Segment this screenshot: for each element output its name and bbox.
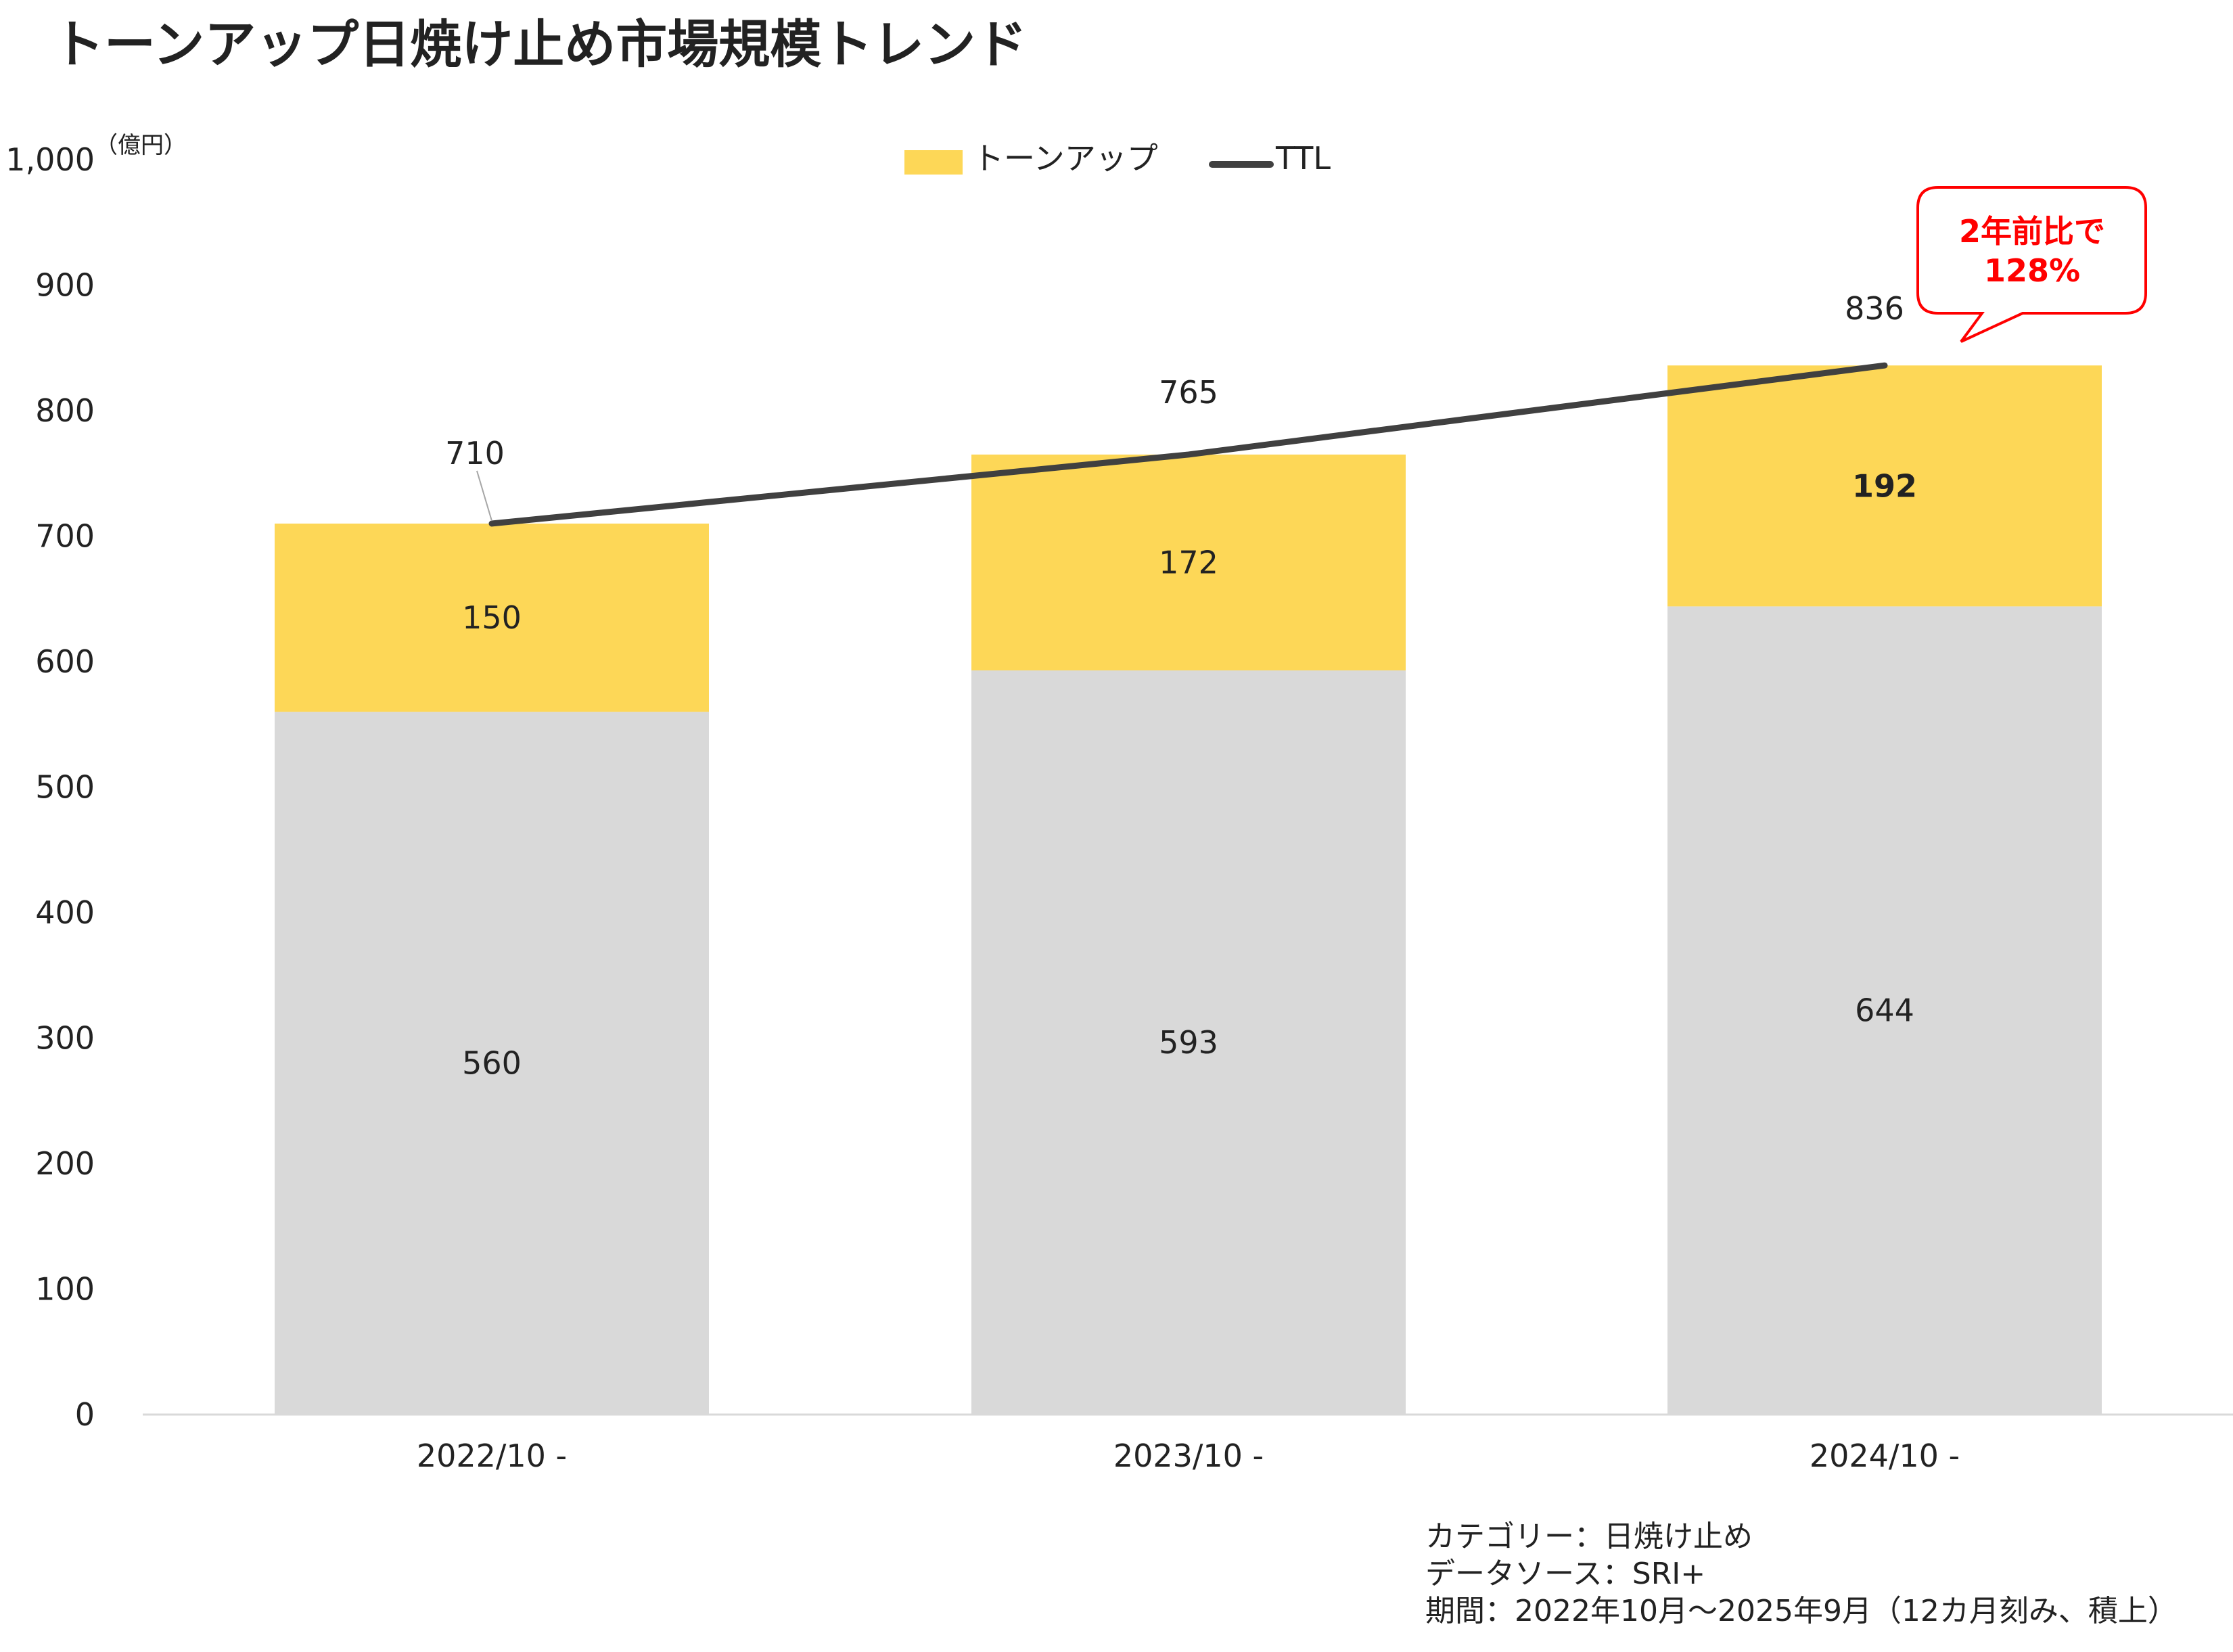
legend-swatch-toneup [904, 150, 963, 175]
data-label-base: 560 [462, 1045, 522, 1082]
data-label-toneup: 192 [1852, 467, 1917, 504]
footnote-source: データソース：SRI+ [1425, 1557, 1705, 1591]
y-tick-label: 500 [35, 769, 95, 806]
x-axis: 2022/10 - 2023/10 - 2024/10 - [417, 1438, 1960, 1474]
bar-toneup [971, 454, 1406, 670]
data-label-ttl: 710 [445, 435, 505, 472]
y-tick-label: 400 [35, 894, 95, 931]
data-label-base: 644 [1855, 992, 1914, 1029]
y-tick-label: 800 [35, 392, 95, 429]
callout-bubble [1916, 186, 2147, 343]
bar-base [971, 670, 1406, 1415]
callout-line-1: 2年前比で [1959, 213, 2105, 250]
data-label-ttl: 765 [1159, 374, 1218, 411]
bar-toneup [1667, 365, 2102, 607]
bar-base [275, 712, 709, 1415]
data-label-ttl: 836 [1845, 290, 1904, 327]
ttl-line [488, 362, 1888, 527]
y-tick-label: 0 [75, 1396, 95, 1433]
bars [275, 365, 2102, 1415]
bar-toneup [275, 523, 709, 712]
x-tick-label: 2024/10 - [1810, 1438, 1960, 1474]
y-tick-label: 700 [35, 518, 95, 555]
data-label-toneup: 172 [1159, 544, 1218, 580]
data-label-base: 593 [1159, 1024, 1218, 1061]
y-tick-label: 600 [35, 643, 95, 680]
y-tick-label: 1,000 [5, 141, 95, 178]
callout: 2年前比で 128% [1916, 186, 2147, 343]
callout-line-2: 128% [1984, 252, 2080, 289]
data-label-toneup: 150 [462, 599, 522, 636]
legend: トーンアップ TTL [904, 140, 1331, 177]
unit-label: （億円） [95, 132, 187, 159]
y-tick-label: 100 [35, 1271, 95, 1308]
leader-line [476, 470, 492, 522]
y-tick-label: 300 [35, 1020, 95, 1057]
data-labels: 560 150 593 172 644 192 710 765 836 [445, 290, 1917, 1081]
y-tick-label: 200 [35, 1145, 95, 1182]
bar-base [1667, 606, 2102, 1415]
footnote-period: 期間：2022年10月～2025年9月（12カ月刻み、積上） [1425, 1594, 2178, 1628]
chart-title: トーンアップ日焼け止め市場規模トレンド [53, 14, 1027, 74]
x-tick-label: 2022/10 - [417, 1438, 567, 1474]
footnotes: カテゴリー：日焼け止め データソース：SRI+ 期間：2022年10月～2025… [1425, 1519, 2178, 1628]
legend-label-ttl: TTL [1275, 140, 1331, 177]
ttl-line-series [488, 362, 1888, 527]
y-axis: 0 100 200 300 400 500 600 700 800 900 1,000 [5, 141, 95, 1433]
x-tick-label: 2023/10 - [1113, 1438, 1264, 1474]
y-tick-label: 900 [35, 267, 95, 304]
footnote-category: カテゴリー：日焼け止め [1425, 1519, 1753, 1554]
legend-label-toneup: トーンアップ [973, 140, 1158, 177]
